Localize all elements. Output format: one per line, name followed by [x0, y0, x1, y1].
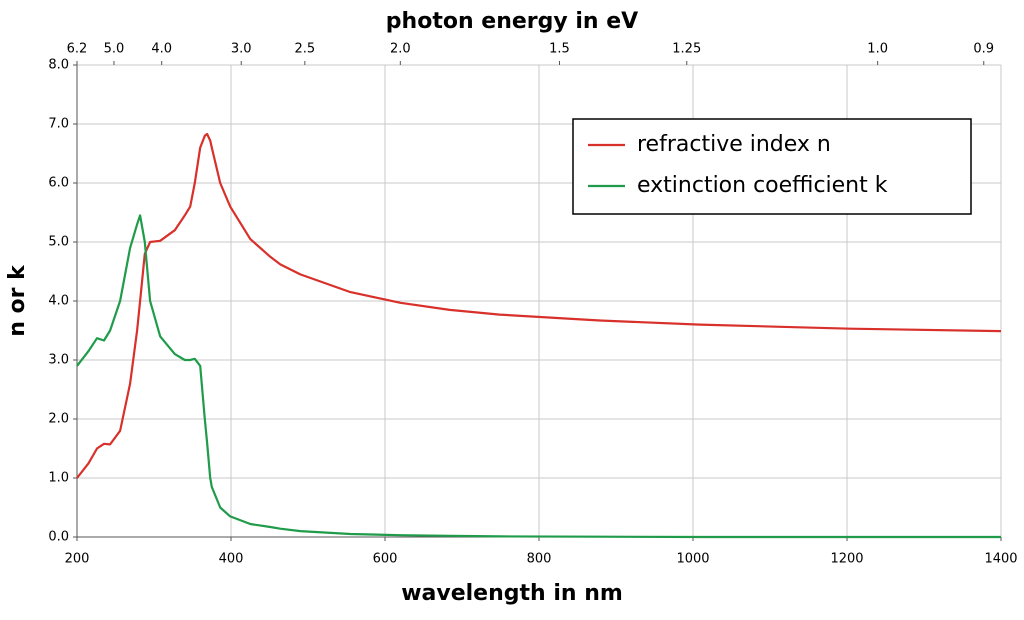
series-line [76, 214, 1001, 539]
x-axis-title: wavelength in nm [401, 581, 623, 606]
legend-label: refractive index n [637, 132, 831, 157]
x-tick-label: 800 [527, 552, 552, 567]
legend-box [572, 118, 972, 215]
y-tick-label: 8.0 [48, 58, 69, 73]
x2-tick-label: 1.5 [549, 42, 570, 57]
y-tick-label: 6.0 [48, 176, 69, 191]
y-tick-label: 1.0 [48, 471, 69, 486]
x2-tick-label: 2.0 [390, 42, 411, 57]
x2-tick-label: 1.25 [672, 42, 701, 57]
y-tick-label: 0.0 [48, 530, 69, 545]
x2-tick-label: 1.0 [867, 42, 888, 57]
series-line [76, 132, 1002, 479]
x-tick-label: 600 [373, 552, 398, 567]
x-tick-label: 200 [65, 552, 90, 567]
x-tick-label: 1400 [984, 552, 1017, 567]
x-tick-label: 400 [219, 552, 244, 567]
legend-label: extinction coefficient k [637, 173, 888, 198]
y-tick-label: 5.0 [48, 235, 69, 250]
y-tick-label: 3.0 [48, 353, 69, 368]
chart-title: photon energy in eV [386, 9, 638, 34]
x2-tick-label: 4.0 [151, 42, 172, 57]
x2-tick-label: 6.2 [67, 42, 88, 57]
x2-tick-label: 2.5 [294, 42, 315, 57]
y-tick-label: 7.0 [48, 117, 69, 132]
y-tick-label: 4.0 [48, 294, 69, 309]
y-axis-title: n or k [5, 264, 30, 337]
x2-tick-label: 3.0 [231, 42, 252, 57]
x-tick-label: 1200 [830, 552, 863, 567]
y-tick-label: 2.0 [48, 412, 69, 427]
x2-tick-label: 5.0 [104, 42, 125, 57]
x2-tick-label: 0.9 [973, 42, 994, 57]
x-tick-label: 1000 [676, 552, 709, 567]
